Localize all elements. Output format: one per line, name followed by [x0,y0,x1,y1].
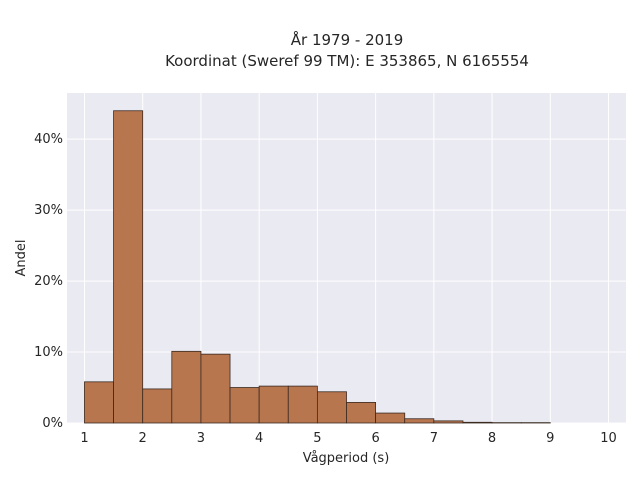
x-axis-label: Vågperiod (s) [303,451,390,466]
histogram-bar [171,350,202,424]
y-tick-label: 30% [34,203,63,218]
histogram-bar [200,353,231,424]
histogram-bar [375,412,406,424]
x-ticks: 1 2 3 4 5 6 7 8 9 10 [80,431,616,446]
plot-area [67,93,626,423]
y-ticks: 0% 10% 20% 30% 40% [34,132,63,431]
histogram-bar [462,421,493,424]
chart-title: År 1979 - 2019 [291,30,404,49]
x-tick-label: 7 [430,431,438,446]
histogram-bar [113,110,144,424]
histogram-bar [142,388,173,424]
histogram-bar [229,387,260,424]
y-tick-label: 20% [34,274,63,289]
x-tick-label: 8 [488,431,496,446]
x-tick-label: 4 [255,431,263,446]
x-tick-label: 5 [313,431,321,446]
x-tick-label: 1 [80,431,88,446]
x-tick-label: 6 [371,431,379,446]
x-tick-label: 9 [546,431,554,446]
histogram-bar [287,385,318,424]
histogram-bar [433,420,464,424]
y-tick-label: 10% [34,345,63,360]
histogram-bar [346,402,377,424]
y-axis-label: Andel [14,240,29,277]
y-tick-label: 0% [42,416,63,431]
x-tick-label: 10 [600,431,617,446]
histogram-bar [258,385,289,424]
chart-subtitle: Koordinat (Sweref 99 TM): E 353865, N 61… [165,52,529,70]
x-tick-label: 3 [197,431,205,446]
bars [84,110,551,424]
histogram-bar [316,391,347,424]
x-tick-label: 2 [139,431,147,446]
histogram-bar [404,418,435,424]
histogram-bar [84,381,114,424]
y-tick-label: 40% [34,132,63,147]
